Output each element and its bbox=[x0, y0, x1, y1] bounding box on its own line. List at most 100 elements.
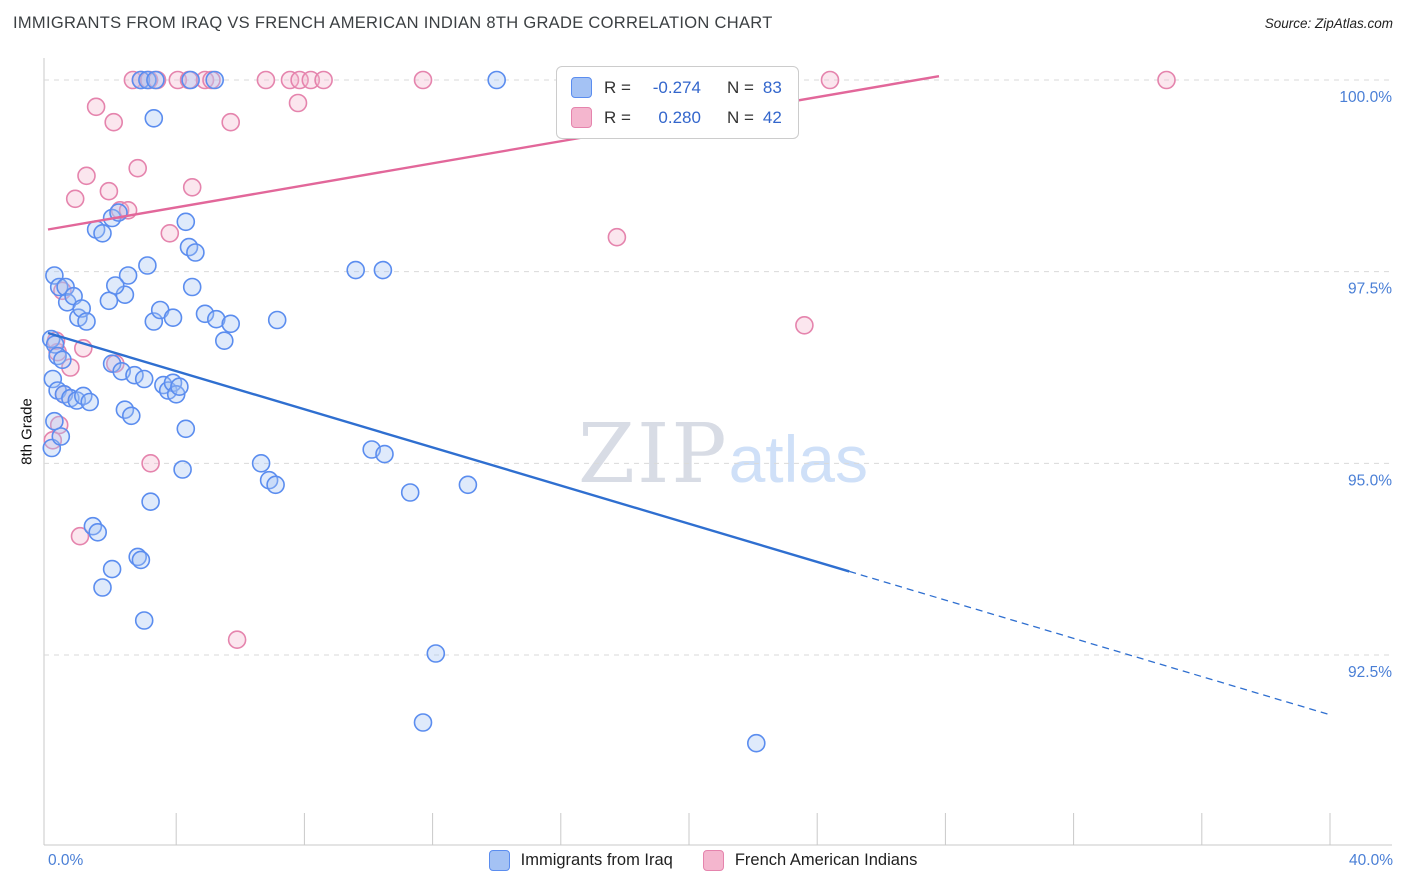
scatter-point-immigrants-from-iraq bbox=[88, 522, 107, 542]
scatter-point-immigrants-from-iraq bbox=[146, 70, 165, 90]
scatter-point-french-american-indians bbox=[288, 93, 308, 113]
scatter-point-immigrants-from-iraq bbox=[43, 369, 63, 389]
scatter-point-immigrants-from-iraq bbox=[93, 578, 112, 597]
scatter-point-french-american-indians bbox=[314, 70, 333, 90]
scatter-point-immigrants-from-iraq bbox=[144, 109, 164, 128]
scatter-point-immigrants-from-iraq bbox=[266, 475, 285, 495]
scatter-point-immigrants-from-iraq bbox=[53, 350, 72, 370]
scatter-point-french-american-indians bbox=[1157, 70, 1176, 90]
scatter-point-french-american-indians bbox=[795, 315, 814, 335]
scatter-point-immigrants-from-iraq bbox=[144, 312, 164, 331]
scatter-point-immigrants-from-iraq bbox=[77, 312, 96, 331]
scatter-point-immigrants-from-iraq bbox=[49, 277, 69, 297]
legend-swatch-iraq bbox=[571, 77, 592, 98]
scatter-point-immigrants-from-iraq bbox=[134, 369, 154, 389]
series-label-french-american-indians: French American Indians bbox=[734, 851, 918, 869]
scatter-point-immigrants-from-iraq bbox=[102, 559, 122, 579]
watermark-zip: ZIP bbox=[578, 407, 729, 502]
scatter-point-immigrants-from-iraq bbox=[138, 256, 157, 275]
scatter-point-immigrants-from-iraq bbox=[122, 406, 141, 426]
scatter-point-immigrants-from-iraq bbox=[346, 260, 366, 280]
scatter-point-french-american-indians bbox=[820, 70, 840, 90]
series-legend-item-french-american-indians: French American Indians bbox=[702, 850, 918, 871]
scatter-point-immigrants-from-iraq bbox=[176, 419, 196, 439]
scatter-point-immigrants-from-iraq bbox=[118, 266, 138, 285]
scatter-point-immigrants-from-iraq bbox=[458, 475, 478, 495]
scatter-point-immigrants-from-iraq bbox=[125, 365, 144, 385]
scatter-point-immigrants-from-iraq bbox=[413, 713, 433, 732]
scatter-point-immigrants-from-iraq bbox=[207, 309, 226, 329]
scatter-point-french-american-indians bbox=[86, 97, 106, 117]
y-axis-tick-label: 97.5% bbox=[1348, 281, 1392, 298]
scatter-point-french-american-indians bbox=[160, 224, 180, 243]
scatter-point-french-american-indians bbox=[182, 178, 202, 197]
scatter-point-immigrants-from-iraq bbox=[221, 314, 240, 334]
scatter-point-immigrants-from-iraq bbox=[163, 308, 183, 328]
scatter-point-immigrants-from-iraq bbox=[373, 260, 393, 280]
r-label: R = bbox=[604, 107, 631, 127]
scatter-point-immigrants-from-iraq bbox=[80, 392, 99, 412]
y-axis-title: 8th Grade bbox=[18, 398, 36, 465]
scatter-point-french-american-indians bbox=[77, 166, 96, 186]
scatter-point-french-american-indians bbox=[128, 158, 147, 178]
y-axis-tick-label: 95.0% bbox=[1348, 472, 1392, 489]
trend-line-french-american-indians bbox=[47, 74, 940, 231]
watermark: ZIPatlas bbox=[578, 414, 868, 496]
scatter-point-immigrants-from-iraq bbox=[51, 427, 71, 446]
scatter-point-immigrants-from-iraq bbox=[267, 310, 287, 330]
scatter-point-french-american-indians bbox=[227, 630, 247, 650]
watermark-atlas: atlas bbox=[728, 422, 868, 496]
r-label: R = bbox=[604, 77, 631, 97]
scatter-point-immigrants-from-iraq bbox=[181, 70, 200, 90]
r-value: 0.280 bbox=[658, 107, 701, 127]
scatter-point-immigrants-from-iraq bbox=[746, 733, 766, 753]
scatter-point-french-american-indians bbox=[65, 189, 85, 209]
legend-row-iraq: R = -0.274 N = 83 bbox=[571, 77, 782, 98]
trend-line-immigrants-from-iraq bbox=[47, 331, 850, 573]
correlation-legend: R = -0.274 N = 83 R = 0.280 N = 42 bbox=[556, 66, 799, 139]
series-swatch-french-american-indians bbox=[702, 850, 724, 871]
series-swatch-iraq bbox=[488, 850, 510, 871]
scatter-point-immigrants-from-iraq bbox=[131, 70, 151, 90]
n-value: 42 bbox=[762, 107, 782, 127]
series-legend-item-iraq: Immigrants from Iraq bbox=[488, 850, 673, 871]
series-legend: Immigrants from Iraq French American Ind… bbox=[0, 850, 1406, 871]
scatter-point-french-american-indians bbox=[104, 112, 123, 132]
scatter-point-immigrants-from-iraq bbox=[251, 453, 271, 473]
scatter-point-immigrants-from-iraq bbox=[215, 331, 234, 351]
scatter-point-immigrants-from-iraq bbox=[93, 224, 112, 243]
scatter-point-immigrants-from-iraq bbox=[45, 411, 64, 431]
scatter-point-immigrants-from-iraq bbox=[426, 644, 446, 663]
scatter-point-immigrants-from-iraq bbox=[134, 611, 154, 630]
scatter-point-immigrants-from-iraq bbox=[186, 243, 205, 262]
scatter-point-immigrants-from-iraq bbox=[195, 304, 215, 324]
scatter-point-immigrants-from-iraq bbox=[182, 277, 202, 297]
y-axis-tick-label: 100.0% bbox=[1339, 89, 1392, 106]
scatter-point-immigrants-from-iraq bbox=[131, 550, 151, 570]
scatter-point-french-american-indians bbox=[301, 70, 321, 90]
scatter-point-french-american-indians bbox=[141, 453, 160, 473]
scatter-point-french-american-indians bbox=[413, 70, 433, 90]
n-value: 83 bbox=[762, 77, 782, 97]
n-label: N = bbox=[726, 107, 754, 127]
scatter-point-immigrants-from-iraq bbox=[487, 70, 507, 90]
legend-row-french-american-indians: R = 0.280 N = 42 bbox=[571, 107, 782, 128]
scatter-point-french-american-indians bbox=[70, 526, 90, 546]
scatter-point-french-american-indians bbox=[256, 70, 276, 90]
scatter-point-immigrants-from-iraq bbox=[106, 276, 125, 295]
scatter-point-immigrants-from-iraq bbox=[173, 460, 192, 479]
x-axis-min-label: 0.0% bbox=[48, 852, 84, 869]
y-axis-tick-label: 92.5% bbox=[1348, 664, 1392, 681]
source-label: Source: ZipAtlas.com bbox=[1264, 16, 1393, 31]
scatter-point-french-american-indians bbox=[99, 181, 119, 201]
series-label-iraq: Immigrants from Iraq bbox=[520, 851, 673, 869]
scatter-point-immigrants-from-iraq bbox=[400, 483, 420, 502]
scatter-point-french-american-indians bbox=[221, 112, 240, 132]
scatter-point-immigrants-from-iraq bbox=[176, 212, 196, 232]
scatter-point-immigrants-from-iraq bbox=[128, 547, 147, 567]
legend-swatch-french-american-indians bbox=[571, 107, 592, 128]
scatter-point-immigrants-from-iraq bbox=[45, 266, 64, 285]
scatter-point-immigrants-from-iraq bbox=[102, 354, 122, 374]
trend-line-extrapolated-immigrants-from-iraq bbox=[849, 570, 1331, 716]
